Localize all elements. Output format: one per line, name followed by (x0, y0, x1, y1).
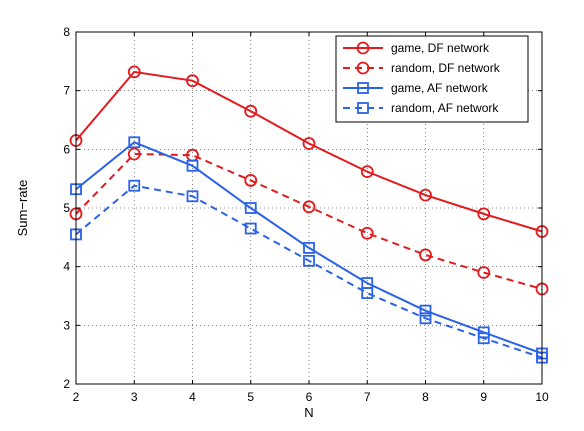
legend-entry: game, DF network (343, 41, 490, 55)
data-point-marker (186, 159, 199, 172)
data-point-marker (127, 147, 141, 161)
data-point-marker (244, 222, 257, 235)
data-point-marker (419, 312, 432, 325)
y-tick-label: 4 (63, 260, 70, 274)
data-point-marker (186, 74, 199, 88)
x-tick-label: 3 (131, 390, 138, 404)
y-tick-label: 7 (63, 84, 70, 98)
series-line (75, 153, 543, 290)
data-point-marker (303, 254, 315, 267)
x-tick-label: 10 (535, 390, 549, 404)
data-point-marker (128, 136, 141, 149)
legend-label: game, AF network (391, 81, 489, 95)
data-point-marker (302, 200, 316, 214)
axis-ticks (75, 31, 543, 385)
data-point-marker (477, 266, 491, 279)
y-tick-label: 8 (63, 25, 70, 39)
legend-entry: random, AF network (343, 101, 499, 115)
legend-entry: random, DF network (343, 61, 501, 75)
data-point-marker (127, 65, 141, 79)
legend-marker (356, 41, 370, 55)
y-tick-label: 5 (63, 201, 70, 215)
legend-marker (357, 102, 369, 114)
data-point-marker (477, 207, 491, 221)
data-point-marker (303, 241, 315, 254)
series-layer (69, 65, 549, 364)
data-point-marker (244, 104, 258, 118)
legend-entry: game, AF network (343, 81, 489, 95)
x-tick-label: 7 (364, 390, 371, 404)
data-point-marker (186, 190, 199, 203)
data-point-marker (302, 137, 316, 150)
data-point-marker (128, 179, 141, 192)
legend-marker (356, 61, 370, 75)
data-point-marker (477, 332, 490, 345)
y-axis-label: Sum−rate (15, 180, 30, 237)
x-tick-label: 8 (422, 390, 429, 404)
x-tick-label: 9 (480, 390, 487, 404)
data-point-marker (360, 226, 374, 240)
series-line (75, 184, 543, 359)
series-2 (69, 147, 549, 296)
legend: game, DF network random, DF network game, … (335, 35, 529, 123)
data-point-marker (419, 188, 432, 202)
x-tick-label: 2 (73, 390, 80, 404)
data-point-marker (244, 202, 257, 214)
y-tick-labels: 2 3 4 5 6 7 8 (63, 25, 70, 391)
data-point-marker (419, 248, 432, 262)
x-tick-label: 6 (306, 390, 313, 404)
y-tick-label: 6 (63, 142, 70, 156)
series-1 (69, 65, 549, 238)
legend-marker (357, 82, 369, 94)
series-line (75, 141, 543, 355)
y-tick-label: 2 (63, 377, 70, 391)
x-tick-label: 4 (189, 390, 196, 404)
x-axis-label: N (304, 405, 313, 420)
x-tick-labels: 2 3 4 5 6 7 8 9 10 (73, 390, 549, 404)
y-tick-label: 3 (63, 318, 70, 332)
data-point-marker (360, 165, 374, 179)
legend-label: game, DF network (391, 41, 490, 55)
data-point-marker (244, 174, 258, 187)
series-line (75, 70, 543, 233)
legend-label: random, AF network (391, 101, 499, 115)
data-point-marker (361, 287, 374, 299)
legend-label: random, DF network (391, 61, 501, 75)
x-tick-label: 5 (247, 390, 254, 404)
data-point-marker (419, 304, 432, 317)
